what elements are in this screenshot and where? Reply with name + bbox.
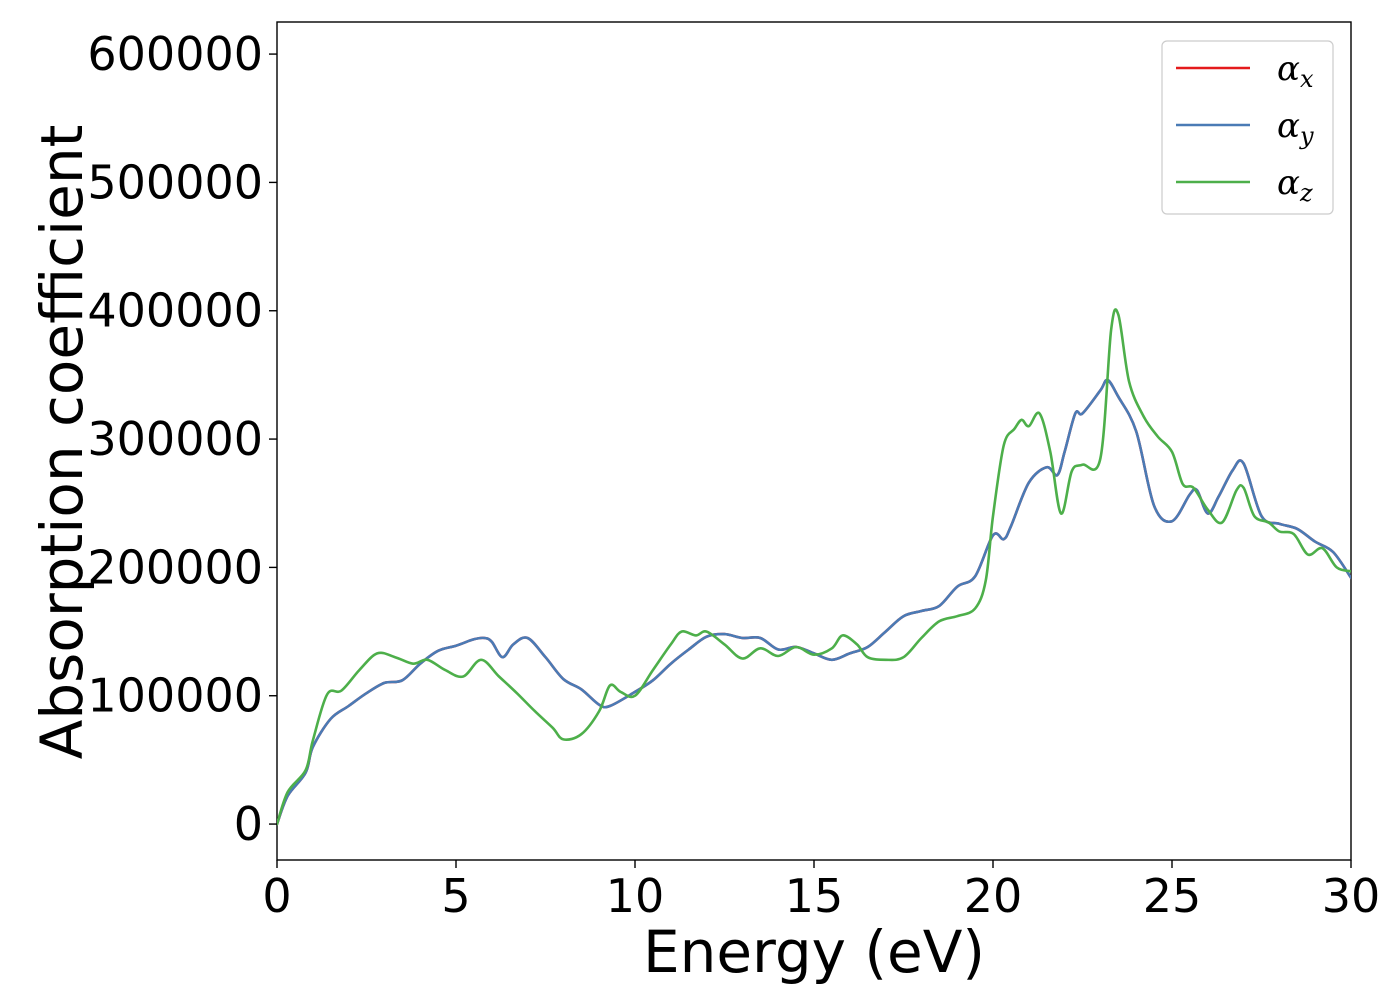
legend-label-z: αz bbox=[1277, 163, 1313, 207]
y-axis: 0 100000 200000 300000 400000 500000 600000 bbox=[87, 27, 277, 851]
y-tick-label: 400000 bbox=[87, 284, 263, 338]
y-axis-label: Absorption coefficient bbox=[28, 125, 96, 760]
y-tick-label: 500000 bbox=[87, 155, 263, 209]
x-axis-label: Energy (eV) bbox=[643, 918, 985, 986]
legend: αx αy αz bbox=[1161, 40, 1334, 215]
y-tick-label: 300000 bbox=[87, 412, 263, 466]
x-axis: 0 5 10 15 20 25 30 bbox=[262, 860, 1380, 923]
y-tick-label: 600000 bbox=[87, 27, 263, 81]
legend-label-x: αx bbox=[1277, 49, 1314, 93]
x-tick-label: 30 bbox=[1322, 869, 1381, 923]
series-line-x bbox=[277, 378, 1351, 826]
x-tick-label: 25 bbox=[1143, 869, 1202, 923]
y-tick-label: 200000 bbox=[87, 540, 263, 594]
y-tick-label: 100000 bbox=[87, 669, 263, 723]
x-tick-label: 0 bbox=[262, 869, 291, 923]
series-layer bbox=[277, 308, 1351, 826]
x-tick-label: 10 bbox=[606, 869, 665, 923]
series-line-z bbox=[277, 308, 1351, 826]
y-tick-label: 0 bbox=[234, 797, 263, 851]
x-tick-label: 15 bbox=[785, 869, 844, 923]
series-line-y bbox=[277, 378, 1351, 826]
legend-box bbox=[1161, 40, 1334, 215]
x-tick-label: 5 bbox=[441, 869, 470, 923]
legend-label-y: αy bbox=[1277, 106, 1314, 150]
x-tick-label: 20 bbox=[964, 869, 1023, 923]
